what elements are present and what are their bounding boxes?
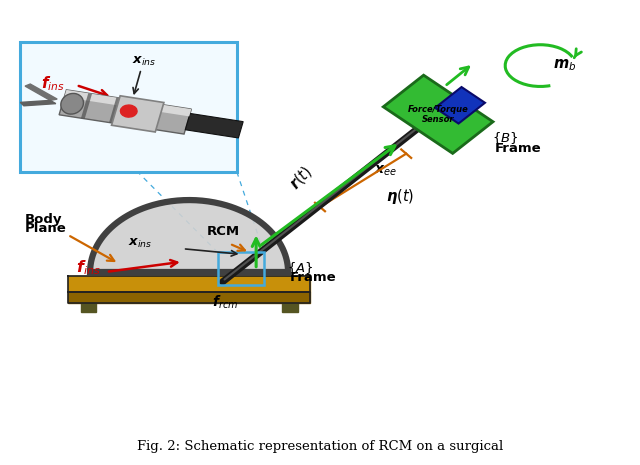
Text: $\boldsymbol{\eta}(t)$: $\boldsymbol{\eta}(t)$ <box>386 187 414 206</box>
Text: $\boldsymbol{x}_{ins}$: $\boldsymbol{x}_{ins}$ <box>132 55 157 68</box>
FancyBboxPatch shape <box>111 96 164 132</box>
Text: Fig. 2: Schematic representation of RCM on a surgical: Fig. 2: Schematic representation of RCM … <box>137 440 503 453</box>
Circle shape <box>120 105 137 117</box>
Text: $\boldsymbol{m}_b$: $\boldsymbol{m}_b$ <box>553 58 577 73</box>
Bar <box>140 102 152 128</box>
Bar <box>64 90 191 116</box>
Polygon shape <box>81 304 97 312</box>
Polygon shape <box>68 276 310 292</box>
FancyBboxPatch shape <box>186 113 243 138</box>
Bar <box>218 252 264 285</box>
Ellipse shape <box>61 93 83 114</box>
FancyBboxPatch shape <box>59 90 191 134</box>
Polygon shape <box>282 304 298 312</box>
Polygon shape <box>20 100 56 106</box>
Text: Frame: Frame <box>289 272 336 285</box>
FancyBboxPatch shape <box>383 75 493 153</box>
Text: Body: Body <box>25 213 63 226</box>
Text: RCM: RCM <box>207 225 240 238</box>
FancyBboxPatch shape <box>435 87 485 124</box>
Polygon shape <box>25 84 57 100</box>
Text: $\{A\}$: $\{A\}$ <box>287 260 313 276</box>
Text: $\boldsymbol{f}_{rcm}$: $\boldsymbol{f}_{rcm}$ <box>212 294 239 311</box>
Text: $\boldsymbol{r}(t)$: $\boldsymbol{r}(t)$ <box>285 162 316 193</box>
Polygon shape <box>68 292 310 304</box>
Text: $\boldsymbol{x}_{ee}$: $\boldsymbol{x}_{ee}$ <box>374 164 397 178</box>
Text: $\boldsymbol{f}_{ins}$: $\boldsymbol{f}_{ins}$ <box>41 75 65 93</box>
Bar <box>109 98 120 123</box>
Polygon shape <box>90 200 288 272</box>
Text: $\boldsymbol{f}_{ins}$: $\boldsymbol{f}_{ins}$ <box>76 258 101 277</box>
Text: Plane: Plane <box>25 222 67 235</box>
Text: Force/Torque
Sensor: Force/Torque Sensor <box>408 105 468 124</box>
Text: $\{B\}$: $\{B\}$ <box>492 131 519 146</box>
Text: Frame: Frame <box>494 142 541 155</box>
Bar <box>81 93 92 119</box>
Bar <box>20 42 237 172</box>
Text: $\boldsymbol{x}_{ins}$: $\boldsymbol{x}_{ins}$ <box>129 237 153 250</box>
Text: $\boldsymbol{f}_b$: $\boldsymbol{f}_b$ <box>461 94 476 113</box>
